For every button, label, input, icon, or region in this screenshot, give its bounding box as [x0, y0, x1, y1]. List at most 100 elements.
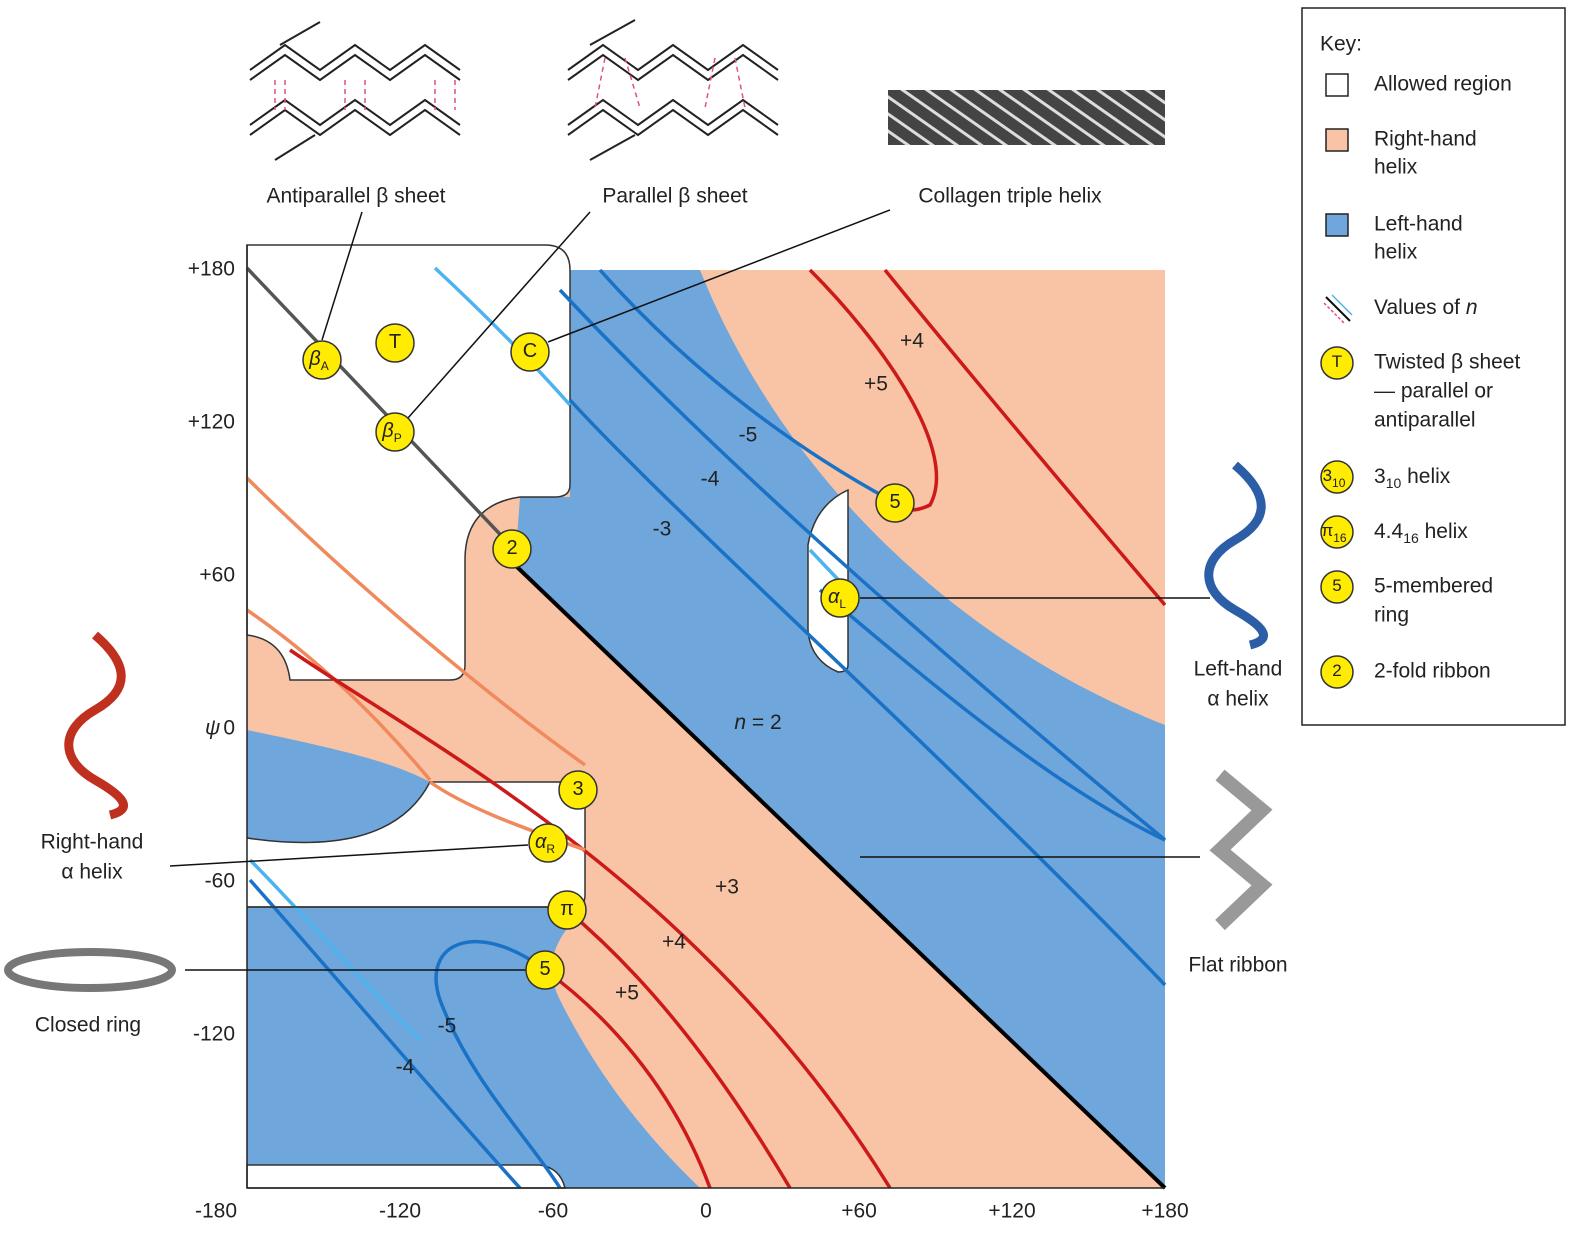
key-sub: 16	[1403, 530, 1419, 546]
marker-symbol: 5	[889, 491, 900, 513]
marker-circle	[1320, 346, 1354, 380]
contour-label: +5	[864, 373, 888, 396]
x-ticks: -180 -120 -60 0 +60 +120 +180	[195, 1200, 1189, 1223]
contour-label: -4	[396, 1056, 415, 1079]
marker: 2	[492, 529, 532, 569]
y-ticks: +180 +120 +60 0 -60 -120	[188, 258, 235, 1046]
marker-symbol: π	[1321, 521, 1333, 540]
marker-symbol: 5	[1332, 576, 1341, 595]
key-label: antiparallel	[1374, 409, 1476, 432]
marker-symbol: 3	[1323, 466, 1332, 485]
structure-label: Collagen triple helix	[918, 185, 1102, 208]
marker-label: αL	[828, 586, 846, 611]
marker-symbol: C	[523, 340, 537, 362]
structure-label: Parallel β sheet	[602, 185, 747, 208]
key-label: Right-hand	[1374, 128, 1477, 151]
marker-label: 5	[1332, 576, 1341, 595]
marker-label: T	[389, 331, 401, 353]
key-label: Twisted β sheet	[1374, 351, 1520, 374]
x-tick-label: +180	[1141, 1200, 1188, 1223]
marker-label: C	[523, 340, 537, 362]
key-label: Left-hand	[1374, 213, 1463, 236]
contour-label: +3	[715, 876, 739, 899]
key-text: 3	[1374, 465, 1386, 488]
marker-label: 5	[539, 958, 550, 980]
marker-label: 310	[1323, 466, 1346, 490]
x-tick-label: -60	[538, 1200, 568, 1223]
marker-symbol: α	[535, 831, 547, 853]
y-axis-label: ψ	[205, 717, 220, 740]
contour-labels: +4 +5 -5 -4 -3 n = 2 +3 +4 +5 -5 -4	[396, 330, 925, 1079]
marker: T	[375, 323, 415, 363]
contour-label: -4	[701, 468, 720, 491]
contour-label: -5	[739, 424, 758, 447]
marker-circle	[510, 332, 550, 372]
structure-label: α helix	[61, 861, 123, 884]
structure-labels: Antiparallel β sheet Parallel β sheet Co…	[35, 185, 1288, 1037]
key-text: helix	[1401, 465, 1451, 488]
contour-label: +5	[615, 982, 639, 1005]
marker: αR	[528, 823, 568, 863]
y-tick-label: -120	[193, 1023, 235, 1046]
marker-circle	[558, 770, 598, 810]
y-tick-label: -60	[205, 870, 235, 893]
key-title: Key:	[1320, 33, 1362, 56]
marker-symbol: 2	[1332, 661, 1341, 680]
contour-label: +4	[662, 931, 686, 954]
y-tick-label: 0	[223, 717, 235, 740]
key-text: helix	[1419, 520, 1469, 543]
marker-sub: A	[321, 359, 329, 373]
marker-symbol: β	[381, 420, 393, 442]
marker: βP	[375, 412, 415, 452]
key-label: 4.416 helix	[1374, 520, 1468, 546]
marker-symbol: 3	[572, 778, 583, 800]
key-var: n	[1466, 296, 1478, 319]
marker-label: βP	[381, 420, 401, 445]
structure-label: Closed ring	[35, 1014, 141, 1037]
plot-regions	[246, 244, 1165, 1189]
marker-symbol: 2	[506, 537, 517, 559]
structure-label: Flat ribbon	[1188, 954, 1287, 977]
marker-circle	[1320, 655, 1354, 689]
marker-label: 3	[572, 778, 583, 800]
marker-label: αR	[535, 831, 555, 856]
marker-symbol: π	[560, 898, 574, 920]
illustrations	[4, 19, 1273, 992]
marker-circle	[1320, 460, 1354, 494]
marker-sub: L	[839, 597, 846, 611]
key-label: — parallel or	[1374, 380, 1493, 403]
marker-circle	[302, 340, 342, 380]
key-label: 2-fold ribbon	[1374, 660, 1491, 683]
y-tick-label: +120	[188, 411, 235, 434]
marker-circle	[375, 412, 415, 452]
marker-label: π16	[1321, 521, 1346, 545]
structure-label: Right-hand	[41, 831, 144, 854]
marker-label: π	[560, 898, 574, 920]
key-label: helix	[1374, 156, 1418, 179]
marker: 5	[1320, 570, 1354, 604]
marker-symbol: T	[1332, 352, 1342, 371]
key-label: 310 helix	[1374, 465, 1451, 491]
x-tick-label: +60	[841, 1200, 877, 1223]
key-label: Allowed region	[1374, 73, 1512, 96]
marker-circle	[528, 823, 568, 863]
marker-symbol: β	[308, 348, 320, 370]
axis-labels: ψ	[205, 717, 220, 740]
x-tick-label: +120	[988, 1200, 1035, 1223]
marker: 2	[1320, 655, 1354, 689]
marker-sub: P	[394, 431, 402, 445]
contour-label: -5	[438, 1015, 457, 1038]
marker-label: 2	[1332, 661, 1341, 680]
x-tick-label: -120	[379, 1200, 421, 1223]
marker: π	[547, 890, 587, 930]
structure-label: α helix	[1207, 688, 1269, 711]
structure-label: Antiparallel β sheet	[266, 185, 445, 208]
key-label: ring	[1374, 604, 1409, 627]
contour-label: -3	[653, 518, 672, 541]
marker: C	[510, 332, 550, 372]
marker-label: 2	[506, 537, 517, 559]
marker-sub: R	[546, 842, 555, 856]
contour-label: +4	[900, 330, 924, 353]
marker-circle	[547, 890, 587, 930]
